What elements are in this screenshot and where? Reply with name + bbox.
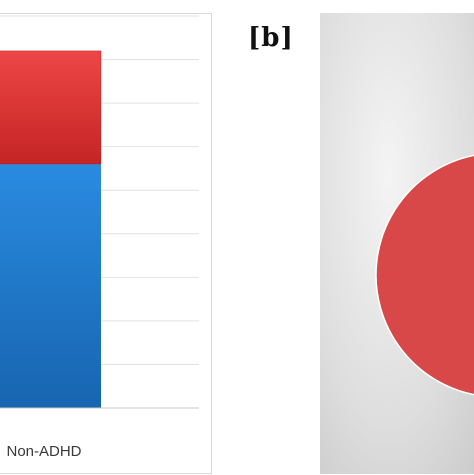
bar-segment-2 (0, 50, 102, 165)
bar-segment-1 (0, 164, 101, 408)
bar-chart-panel: Non-ADHD (0, 13, 212, 474)
pie-slice-1 (375, 154, 474, 396)
bar-chart: Non-ADHD (0, 15, 199, 460)
pie-chart (320, 13, 474, 474)
pie-chart-panel (320, 13, 474, 474)
x-tick-label: Non-ADHD (6, 443, 81, 460)
panel-b-label: [b] (248, 23, 294, 53)
